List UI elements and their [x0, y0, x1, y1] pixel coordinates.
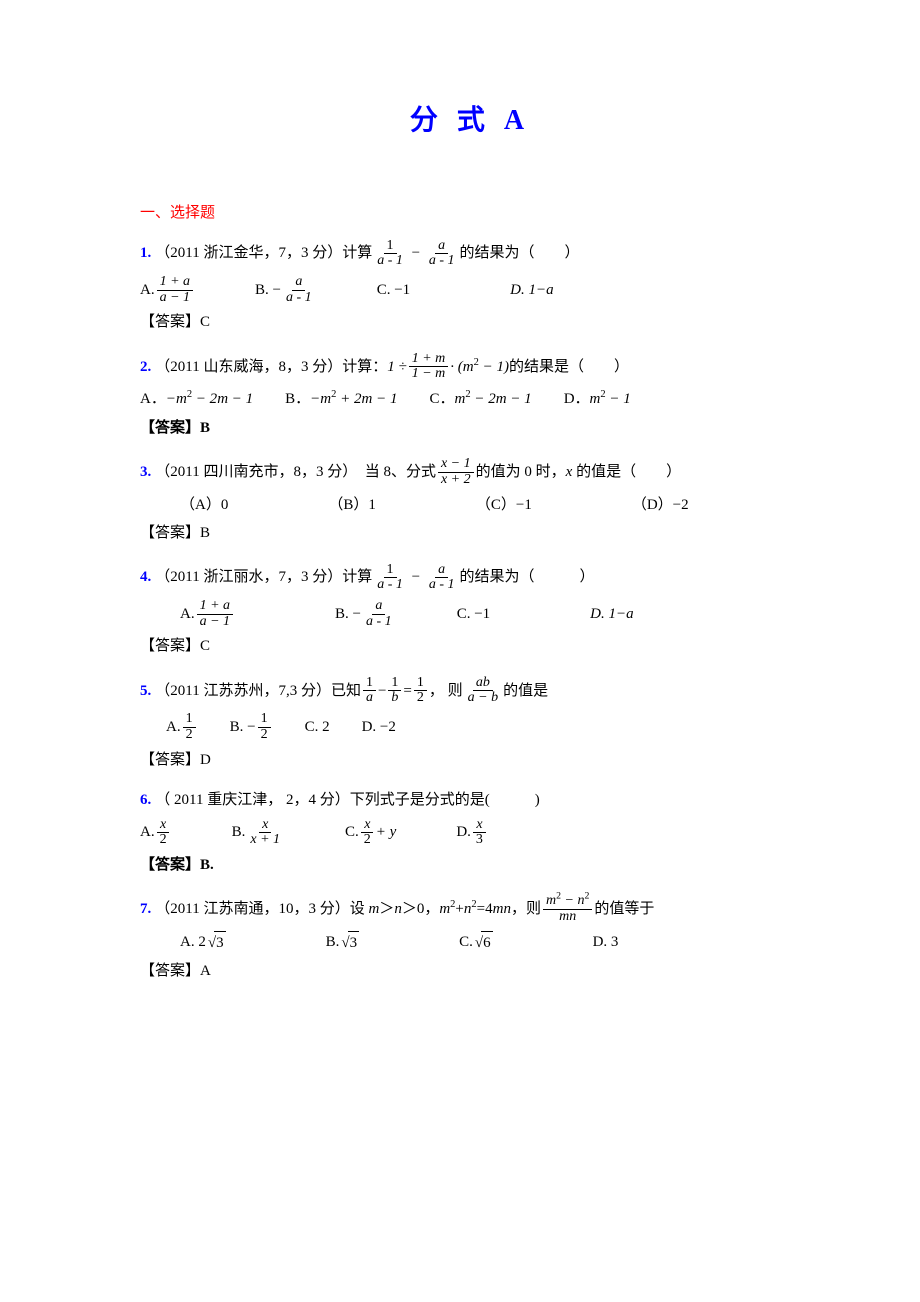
- q7-opt-a: A. 23: [180, 931, 226, 955]
- q2-opt-b: B．−m2 + 2m − 1: [285, 388, 397, 411]
- q1-opt-d: D. 1−a: [510, 279, 553, 302]
- q2-answer: 【答案】B: [140, 417, 800, 440]
- minus: −: [408, 242, 424, 265]
- fraction: 1a - 1: [374, 563, 406, 593]
- q4-text: （2011 浙江丽水，7，3 分）计算: [155, 566, 372, 589]
- q7-number: 7.: [140, 898, 151, 921]
- fraction: 1a - 1: [374, 239, 406, 269]
- question-6: 6. （ 2011 重庆江津， 2，4 分）下列式子是分式的是( ): [140, 789, 800, 812]
- q6-number: 6.: [140, 789, 151, 812]
- q4-tail: 的结果为（ ）: [460, 566, 595, 589]
- q4-opt-b: B. − aa - 1: [335, 599, 397, 629]
- q1-number: 1.: [140, 242, 151, 265]
- q2-options: A．−m2 − 2m − 1 B．−m2 + 2m − 1 C．m2 − 2m …: [140, 388, 800, 411]
- expr: 1 ÷: [387, 356, 406, 379]
- q2-tail: 的结果是（ ）: [509, 356, 629, 379]
- q3-answer: 【答案】B: [140, 522, 800, 545]
- q3-opt-d: （D）−2: [632, 494, 689, 517]
- fraction: aa - 1: [426, 239, 458, 269]
- q2-text: （2011 山东威海，8，3 分）计算：: [155, 356, 387, 379]
- q7-text: （2011 江苏南通，10，3 分）设 m＞n＞0，m2+n2=4mn，则: [155, 898, 541, 921]
- q2-number: 2.: [140, 356, 151, 379]
- question-7: 7. （2011 江苏南通，10，3 分）设 m＞n＞0，m2+n2=4mn，则…: [140, 894, 800, 924]
- q3-text: （2011 四川南充市，8，3 分） 当 8、分式: [155, 461, 436, 484]
- q3-opt-b: （B）1: [328, 494, 376, 517]
- q3-tail: 的值为 0 时，x 的值是（ ）: [476, 461, 681, 484]
- q3-options: （A）0 （B）1 （C）−1 （D）−2: [180, 494, 800, 517]
- question-3: 3. （2011 四川南充市，8，3 分） 当 8、分式 x − 1x + 2 …: [140, 457, 800, 487]
- q6-text: （ 2011 重庆江津， 2，4 分）下列式子是分式的是( ): [155, 789, 539, 812]
- q6-options: A. x2 B. xx + 1 C. x2 + y D. x3: [140, 818, 800, 848]
- q5-number: 5.: [140, 680, 151, 703]
- q4-answer: 【答案】C: [140, 635, 800, 658]
- q7-opt-c: C. 6: [459, 931, 493, 955]
- fraction: 12: [414, 676, 427, 706]
- q1-text: （2011 浙江金华，7，3 分）计算: [155, 242, 372, 265]
- expr: · (m2 − 1): [450, 356, 509, 379]
- q4-number: 4.: [140, 566, 151, 589]
- q5-opt-c: C. 2: [305, 716, 330, 739]
- fraction: 1 + m1 − m: [409, 352, 449, 382]
- q6-answer: 【答案】B.: [140, 854, 800, 877]
- q6-opt-c: C. x2 + y: [345, 818, 396, 848]
- q1-answer: 【答案】C: [140, 311, 800, 334]
- q7-answer: 【答案】A: [140, 960, 800, 983]
- q5-tail: 的值是: [503, 680, 548, 703]
- fraction: m2 − n2mn: [543, 894, 592, 924]
- page-title: 分 式 A: [140, 100, 800, 142]
- q2-opt-c: C．m2 − 2m − 1: [429, 388, 531, 411]
- q5-answer: 【答案】D: [140, 749, 800, 772]
- fraction: 1b: [388, 676, 401, 706]
- q5-options: A. 12 B. − 12 C. 2 D. −2: [166, 712, 800, 742]
- q4-opt-d: D. 1−a: [590, 603, 633, 626]
- q1-opt-b: B. − aa - 1: [255, 275, 317, 305]
- q6-opt-a: A. x2: [140, 818, 172, 848]
- minus: −: [408, 566, 424, 589]
- q3-number: 3.: [140, 461, 151, 484]
- q6-opt-b: B. xx + 1: [232, 818, 285, 848]
- q4-opt-c: C. −1: [457, 603, 490, 626]
- page-container: 分 式 A 一、选择题 1. （2011 浙江金华，7，3 分）计算 1a - …: [0, 0, 920, 1061]
- q1-opt-c: C. −1: [377, 279, 410, 302]
- q7-opt-d: D. 3: [593, 931, 619, 954]
- fraction: aa - 1: [426, 563, 458, 593]
- q2-opt-a: A．−m2 − 2m − 1: [140, 388, 253, 411]
- q5-opt-a: A. 12: [166, 712, 198, 742]
- question-1: 1. （2011 浙江金华，7，3 分）计算 1a - 1 − aa - 1 的…: [140, 239, 800, 269]
- question-2: 2. （2011 山东威海，8，3 分）计算： 1 ÷ 1 + m1 − m ·…: [140, 352, 800, 382]
- question-4: 4. （2011 浙江丽水，7，3 分）计算 1a - 1 − aa - 1 的…: [140, 563, 800, 593]
- q3-opt-c: （C）−1: [476, 494, 532, 517]
- q4-opt-a: A. 1 + aa − 1: [180, 599, 235, 629]
- q7-tail: 的值等于: [594, 898, 654, 921]
- q5-opt-d: D. −2: [362, 716, 396, 739]
- q6-opt-d: D. x3: [456, 818, 488, 848]
- q5-opt-b: B. − 12: [230, 712, 273, 742]
- q7-opt-b: B. 3: [326, 931, 360, 955]
- q2-opt-d: D．m2 − 1: [564, 388, 631, 411]
- fraction: aba − b: [465, 676, 501, 706]
- q1-options: A. 1 + aa − 1 B. − aa - 1 C. −1 D. 1−a: [140, 275, 800, 305]
- q1-tail: 的结果为（ ）: [460, 242, 580, 265]
- fraction: 1a: [363, 676, 376, 706]
- q7-options: A. 23 B. 3 C. 6 D. 3: [180, 931, 800, 955]
- q5-text: （2011 江苏苏州，7,3 分）已知: [155, 680, 361, 703]
- section-heading: 一、选择题: [140, 202, 800, 225]
- question-5: 5. （2011 江苏苏州，7,3 分）已知 1a − 1b = 12 ， 则 …: [140, 676, 800, 706]
- q1-opt-a: A. 1 + aa − 1: [140, 275, 195, 305]
- q3-opt-a: （A）0: [180, 494, 228, 517]
- fraction: x − 1x + 2: [438, 457, 474, 487]
- q4-options: A. 1 + aa − 1 B. − aa - 1 C. −1 D. 1−a: [180, 599, 800, 629]
